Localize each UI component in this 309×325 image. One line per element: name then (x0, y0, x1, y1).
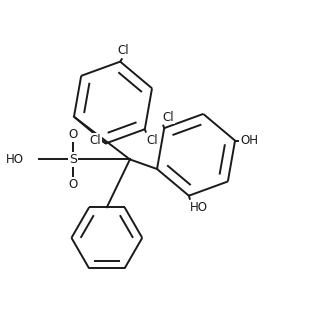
Text: O: O (68, 128, 78, 141)
Text: S: S (69, 153, 77, 166)
Text: Cl: Cl (117, 44, 129, 57)
Text: OH: OH (241, 134, 259, 147)
Text: HO: HO (6, 153, 24, 166)
Text: Cl: Cl (146, 134, 158, 147)
Text: HO: HO (190, 201, 208, 214)
Text: O: O (68, 178, 78, 191)
Text: Cl: Cl (163, 111, 174, 124)
Text: Cl: Cl (90, 134, 101, 147)
